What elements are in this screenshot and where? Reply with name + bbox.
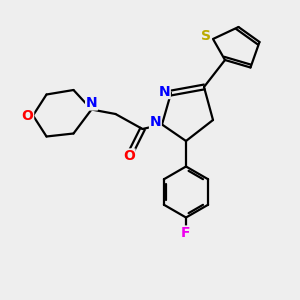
Text: N: N: [150, 115, 161, 129]
Text: N: N: [159, 85, 170, 98]
Text: F: F: [181, 226, 191, 240]
Text: N: N: [86, 96, 97, 110]
Text: S: S: [201, 29, 212, 43]
Text: O: O: [123, 149, 135, 163]
Text: O: O: [22, 109, 34, 122]
